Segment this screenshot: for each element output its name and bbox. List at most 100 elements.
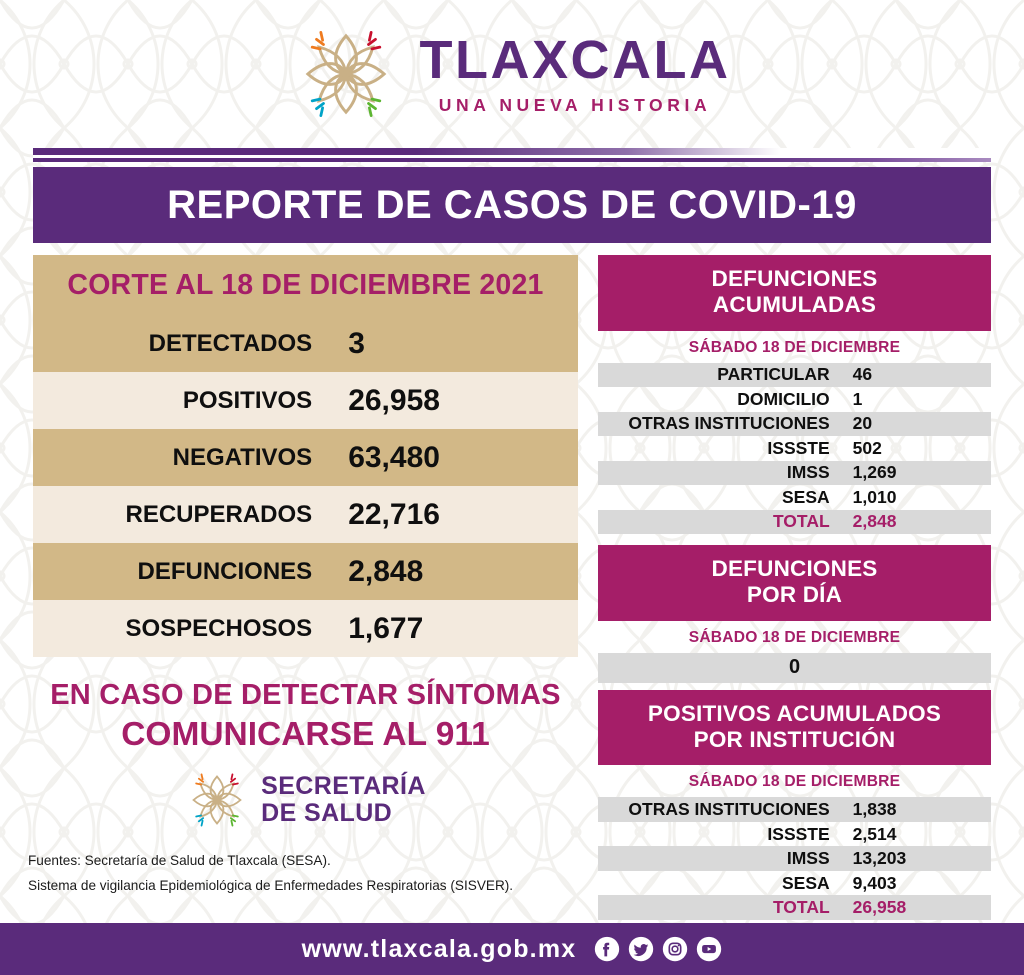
stat-value: 2,848 [348,554,424,588]
instagram-icon[interactable] [662,936,688,962]
report-title-banner: REPORTE DE CASOS DE COVID-19 [33,167,991,243]
table-row: SESA 9,403 [598,871,991,896]
institution-label: SESA [782,872,830,893]
secretaria-de-salud-logo: SECRETARÍA DE SALUD [33,768,578,832]
main-content: CORTE AL 18 DE DICIEMBRE 2021 DETECTADOS… [0,243,1024,920]
site-footer: www.tlaxcala.gob.mx [0,923,1024,975]
table-row: NEGATIVOS 63,480 [33,429,578,486]
stat-label: DETECTADOS [148,329,313,357]
salud-flower-mandala-icon [192,773,242,827]
deaths-accumulated-table: PARTICULAR 46 DOMICILIO 1 OTRAS INSTITUC… [598,362,991,535]
positives-by-institution-header: POSITIVOS ACUMULADOS POR INSTITUCIÓN [598,689,991,766]
institution-value: 13,203 [852,848,907,869]
facebook-icon[interactable] [594,936,620,962]
salud-line-1: SECRETARÍA [261,772,426,800]
table-row: POSITIVOS 26,958 [33,372,578,429]
table-row-total: TOTAL 26,958 [598,895,991,920]
institution-total-label: TOTAL [772,897,830,918]
stat-value: 22,716 [348,497,440,531]
salud-line-2: DE SALUD [261,799,393,827]
institution-label: DOMICILIO [737,388,830,409]
table-row: DETECTADOS 3 [33,315,578,372]
cta-line-2: COMUNICARSE AL 911 [121,716,490,753]
positives-date: SÁBADO 18 DE DICIEMBRE [688,773,901,791]
institution-value: 20 [852,413,873,434]
tlaxcala-flower-mandala-icon [305,31,386,117]
institution-value: 46 [852,364,873,385]
deaths-per-day-value: 0 [598,652,991,683]
positives-heading-line-1: POSITIVOS ACUMULADOS [647,700,942,726]
institution-value: 9,403 [852,872,897,893]
deaths-accumulated-heading-line-1: DEFUNCIONES [711,266,878,291]
institution-value: 502 [852,437,882,458]
table-row: OTRAS INSTITUCIONES 1,838 [598,797,991,822]
table-row: PARTICULAR 46 [598,362,991,388]
social-links [594,936,722,962]
table-row: IMSS 13,203 [598,846,991,871]
sources-note: Fuentes: Secretaría de Salud de Tlaxcala… [28,848,578,898]
stat-label: NEGATIVOS [172,443,313,471]
positives-heading-line-2: POR INSTITUCIÓN [693,727,896,753]
deaths-accumulated-date: SÁBADO 18 DE DICIEMBRE [688,338,901,356]
institution-label: ISSSTE [767,823,830,844]
institution-value: 1,010 [852,486,897,507]
table-row: OTRAS INSTITUCIONES 20 [598,411,991,437]
institution-label: OTRAS INSTITUCIONES [628,413,830,434]
institutions-column: DEFUNCIONES ACUMULADAS SÁBADO 18 DE DICI… [598,255,991,920]
positives-by-institution-table: OTRAS INSTITUCIONES 1,838 ISSSTE 2,514 I… [598,797,991,920]
institution-label: PARTICULAR [717,364,830,385]
summary-stats-table: DETECTADOS 3 POSITIVOS 26,958 NEGATIVOS … [33,315,578,657]
brand-header: TLAXCALA UNA NUEVA HISTORIA [0,0,1024,148]
stat-label: DEFUNCIONES [137,557,313,585]
page-title: REPORTE DE CASOS DE COVID-19 [167,182,857,227]
institution-total-label: TOTAL [772,511,830,532]
twitter-icon[interactable] [628,936,654,962]
sources-line-1: Fuentes: Secretaría de Salud de Tlaxcala… [28,853,331,868]
institution-value: 1,838 [852,799,897,820]
stat-label: SOSPECHOSOS [125,614,313,642]
stat-value: 63,480 [348,440,440,474]
brand-wordmark: TLAXCALA UNA NUEVA HISTORIA [420,33,731,116]
table-row: SESA 1,010 [598,485,991,510]
institution-label: IMSS [786,848,830,869]
deaths-per-day-heading-line-2: POR DÍA [746,582,843,608]
table-row: ISSSTE 2,514 [598,822,991,847]
gradient-rule-top [33,148,991,155]
gradient-rule-bottom [33,158,991,162]
deaths-per-day-date: SÁBADO 18 DE DICIEMBRE [688,628,901,646]
salud-wordmark: SECRETARÍA DE SALUD [261,773,426,827]
cutoff-date-label: CORTE AL 18 DE DICIEMBRE 2021 [67,268,544,301]
header-rule-group [0,148,1024,162]
website-url[interactable]: www.tlaxcala.gob.mx [301,934,577,963]
deaths-accumulated-header: DEFUNCIONES ACUMULADAS [598,255,991,331]
deaths-per-day-heading-line-1: DEFUNCIONES [711,556,878,582]
stat-value: 1,677 [348,611,424,645]
institution-label: IMSS [786,462,830,483]
summary-column: CORTE AL 18 DE DICIEMBRE 2021 DETECTADOS… [28,255,578,920]
institution-total-value: 26,958 [852,897,907,918]
sources-line-2: Sistema de vigilancia Epidemiológica de … [28,878,514,894]
table-row: DOMICILIO 1 [598,387,991,412]
cta-line-1: EN CASO DE DETECTAR SÍNTOMAS [50,679,561,711]
table-row: ISSSTE 502 [598,436,991,461]
emergency-call-to-action: EN CASO DE DETECTAR SÍNTOMAS COMUNICARSE… [33,679,578,754]
institution-label: ISSSTE [767,437,830,458]
deaths-accumulated-heading-line-2: ACUMULADAS [712,292,877,318]
institution-value: 1,269 [852,462,897,483]
stat-value: 3 [348,326,365,360]
table-row: SOSPECHOSOS 1,677 [33,600,578,657]
institution-value: 1 [852,388,863,409]
cutoff-date-header: CORTE AL 18 DE DICIEMBRE 2021 [33,255,578,315]
stat-label: RECUPERADOS [125,500,313,528]
institution-total-value: 2,848 [852,511,897,532]
deaths-per-day-header: DEFUNCIONES POR DÍA [598,545,991,621]
youtube-icon[interactable] [696,936,722,962]
panel-spacer [598,534,991,545]
institution-label: SESA [782,486,830,507]
institution-label: OTRAS INSTITUCIONES [628,799,830,820]
stat-label: POSITIVOS [182,386,313,414]
table-row: RECUPERADOS 22,716 [33,486,578,543]
brand-tagline: UNA NUEVA HISTORIA [438,94,712,115]
table-row: DEFUNCIONES 2,848 [33,543,578,600]
